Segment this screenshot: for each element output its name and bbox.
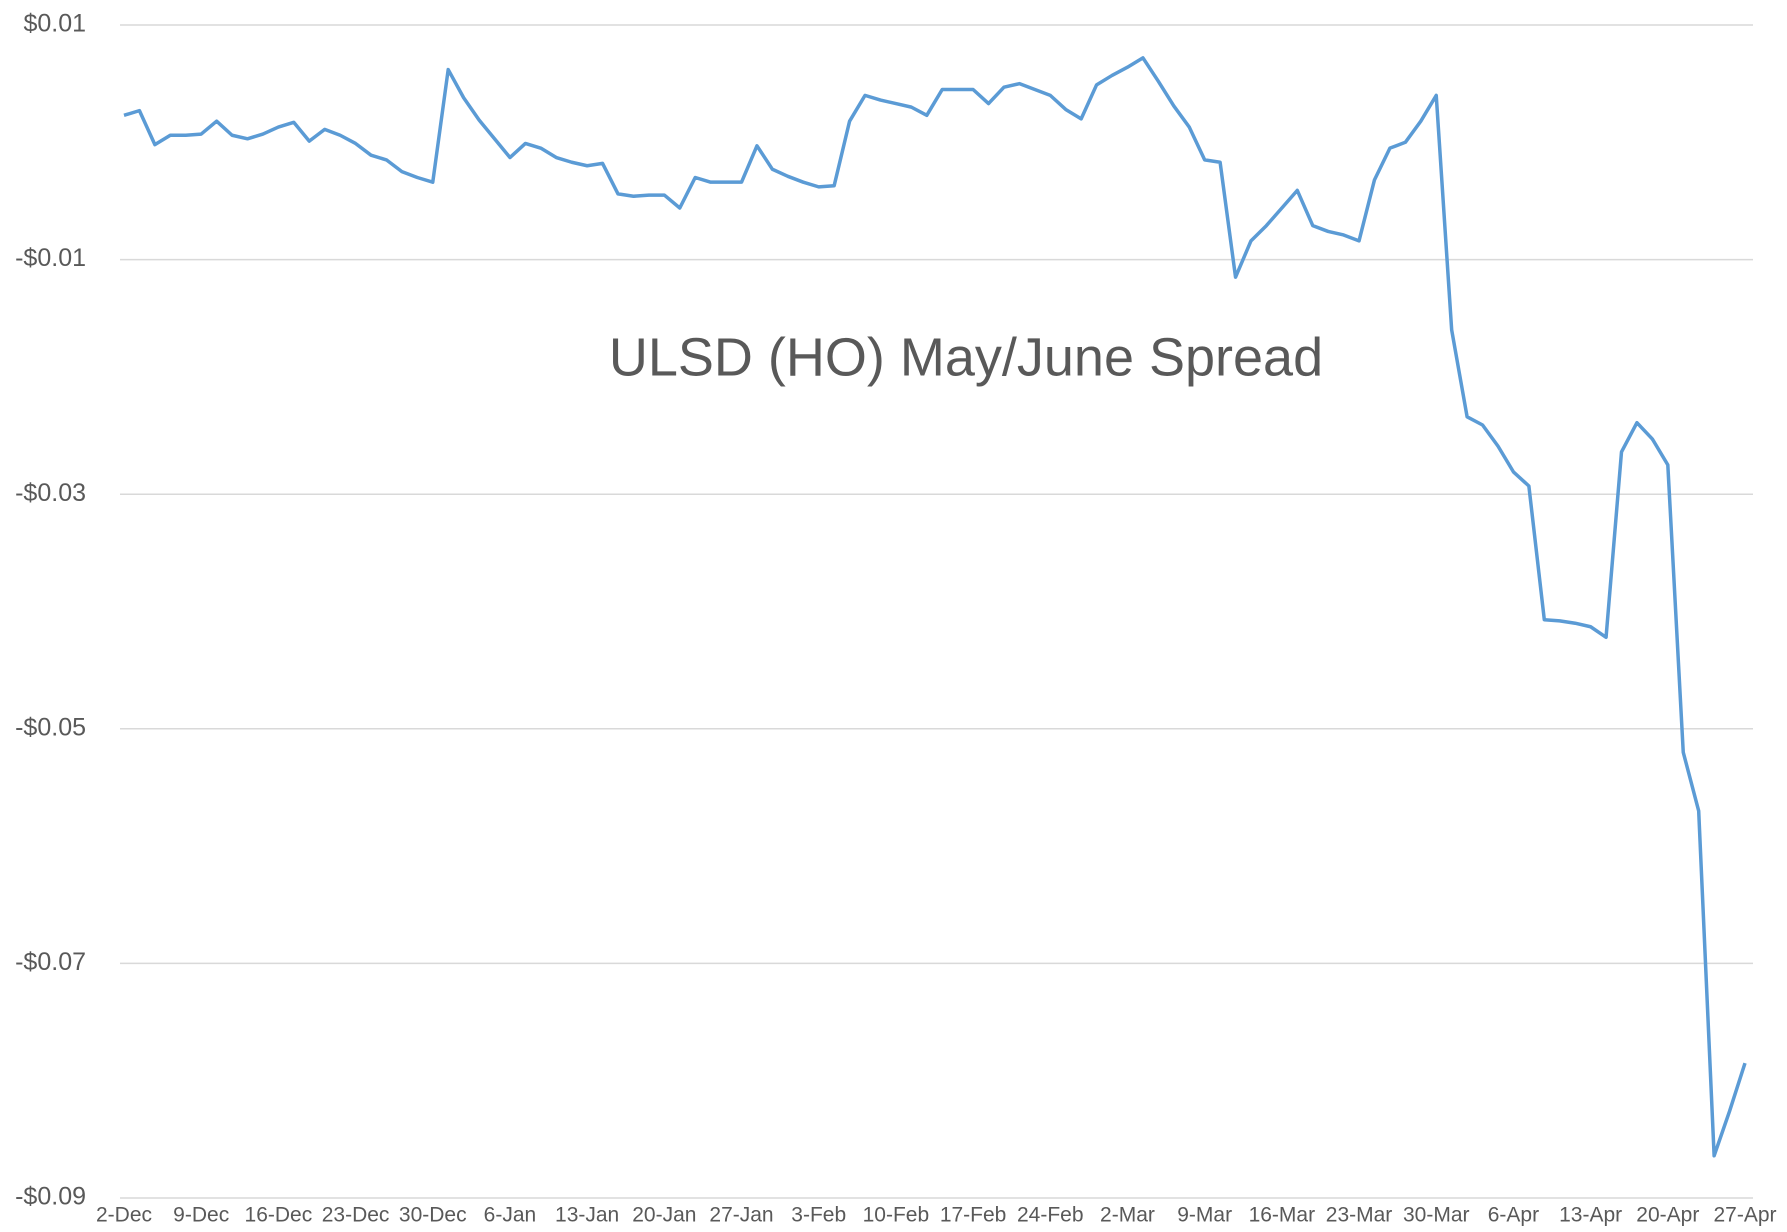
- x-tick-label: 9-Mar: [1177, 1204, 1232, 1227]
- x-tick-label: 27-Jan: [709, 1204, 773, 1227]
- y-tick-label: -$0.03: [15, 479, 86, 507]
- x-tick-label: 30-Mar: [1403, 1204, 1470, 1227]
- x-tick-label: 30-Dec: [399, 1204, 467, 1227]
- x-tick-label: 16-Dec: [245, 1204, 313, 1227]
- x-tick-label: 2-Dec: [96, 1204, 152, 1227]
- x-tick-label: 6-Apr: [1488, 1204, 1539, 1227]
- x-tick-label: 9-Dec: [173, 1204, 229, 1227]
- x-tick-label: 17-Feb: [940, 1204, 1007, 1227]
- x-tick-label: 16-Mar: [1249, 1204, 1316, 1227]
- x-tick-label: 23-Mar: [1326, 1204, 1393, 1227]
- x-tick-label: 10-Feb: [863, 1204, 930, 1227]
- x-tick-label: 27-Apr: [1713, 1204, 1776, 1227]
- x-tick-label: 20-Jan: [632, 1204, 696, 1227]
- x-tick-label: 23-Dec: [322, 1204, 390, 1227]
- x-tick-label: 6-Jan: [484, 1204, 537, 1227]
- line-series: [123, 56, 1747, 1158]
- y-tick-label: $0.01: [23, 10, 86, 38]
- y-tick-label: -$0.01: [15, 244, 86, 272]
- y-tick-label: -$0.09: [15, 1183, 86, 1211]
- x-tick-label: 2-Mar: [1100, 1204, 1155, 1227]
- x-tick-label: 13-Apr: [1559, 1204, 1622, 1227]
- x-tick-label: 13-Jan: [555, 1204, 619, 1227]
- chart-title: ULSD (HO) May/June Spread: [609, 327, 1323, 387]
- y-tick-label: -$0.05: [15, 713, 86, 741]
- x-tick-label: 20-Apr: [1636, 1204, 1699, 1227]
- x-tick-label: 24-Feb: [1017, 1204, 1084, 1227]
- x-tick-label: 3-Feb: [791, 1204, 846, 1227]
- y-tick-label: -$0.07: [15, 948, 86, 976]
